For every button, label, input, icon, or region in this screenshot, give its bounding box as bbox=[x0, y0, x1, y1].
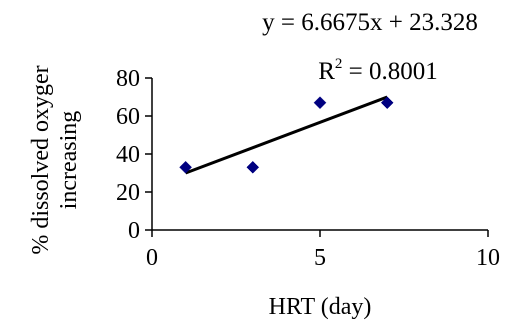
r-squared-prefix: R bbox=[318, 58, 335, 85]
y-axis-title-line1: % dissolved oxyger bbox=[28, 65, 54, 254]
x-axis-title: HRT (day) bbox=[269, 294, 372, 320]
x-tick-label: 0 bbox=[146, 245, 158, 271]
x-tick-label: 10 bbox=[476, 245, 500, 271]
y-tick-label: 60 bbox=[116, 104, 140, 130]
data-point bbox=[179, 160, 192, 174]
y-tick-label: 80 bbox=[116, 66, 140, 92]
y-tick-label: 0 bbox=[128, 218, 140, 244]
trendline bbox=[185, 95, 388, 175]
y-axis-title-line2: increasing bbox=[56, 111, 82, 210]
r-squared-value: = 0.8001 bbox=[342, 58, 437, 85]
data-points bbox=[179, 96, 394, 174]
y-tick-label: 20 bbox=[116, 180, 140, 206]
data-point bbox=[246, 160, 260, 174]
x-tick-label: 5 bbox=[314, 245, 326, 271]
r-squared-superscript: 2 bbox=[335, 56, 343, 72]
y-tick-label: 40 bbox=[116, 142, 140, 168]
trendline-equation: y = 6.6675x + 23.328 bbox=[262, 9, 478, 36]
data-point bbox=[380, 96, 394, 110]
axis-ticks: 0 20 40 60 80 0 5 10 bbox=[116, 66, 500, 271]
r-squared-label: R2 = 0.8001 bbox=[318, 56, 438, 85]
trendline-layer bbox=[185, 95, 388, 175]
data-point bbox=[313, 96, 327, 110]
